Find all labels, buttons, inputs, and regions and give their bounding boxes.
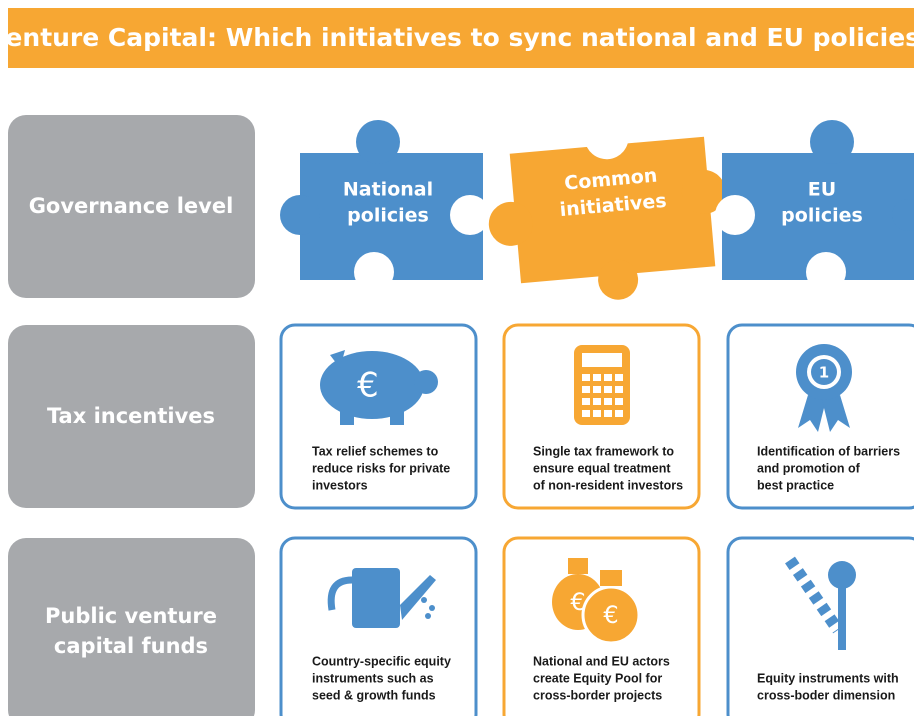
barrier-icon [785,556,856,650]
puzzle-common [488,115,726,300]
cell-text: cross-boder dimension [757,688,895,702]
cell-text: Country-specific equity [312,654,451,668]
cell-text: instruments such as [312,671,434,685]
cell-text: of non-resident investors [533,478,683,492]
column-label: policies [347,205,429,227]
row-label: capital funds [54,634,208,658]
title: Venture Capital: Which initiatives to sy… [0,23,914,52]
cell-text: Tax relief schemes to [312,444,439,458]
title-bar [8,8,914,68]
euro-sign: € [357,366,379,406]
row-box [8,115,255,298]
cell-text: ensure equal treatment [533,461,671,475]
row-label: Public venture [45,604,217,628]
cell-text: cross-border projects [533,688,662,702]
cell-text: National and EU actors [533,654,670,668]
calculator-icon [574,345,630,425]
cell-text: reduce risks for private [312,461,450,475]
cell-text: and promotion of [757,461,861,475]
medal-number: 1 [819,364,829,382]
money-bags-icon: € € [552,558,641,645]
puzzle-eu [715,120,914,292]
row-box [8,538,255,716]
column-label: policies [781,205,863,227]
cell-text: seed & growth funds [312,688,436,702]
cell-text: create Equity Pool for [533,671,662,685]
cell-text: Single tax framework to [533,444,674,458]
row-label: Governance level [29,194,234,218]
cell-text: investors [312,478,368,492]
cell-text: Identification of barriers [757,444,900,458]
row-label: Tax incentives [47,404,215,428]
piggy-bank-icon: € [320,350,438,425]
column-label: National [343,179,433,201]
puzzle-national [280,120,490,292]
euro-sign: € [570,588,585,616]
cell-text: best practice [757,478,834,492]
medal-icon: 1 [796,344,852,432]
column-label: EU [808,179,836,201]
row-box [8,325,255,508]
euro-sign: € [603,601,618,629]
watering-can-icon [327,568,436,628]
cell-text: Equity instruments with [757,671,899,685]
